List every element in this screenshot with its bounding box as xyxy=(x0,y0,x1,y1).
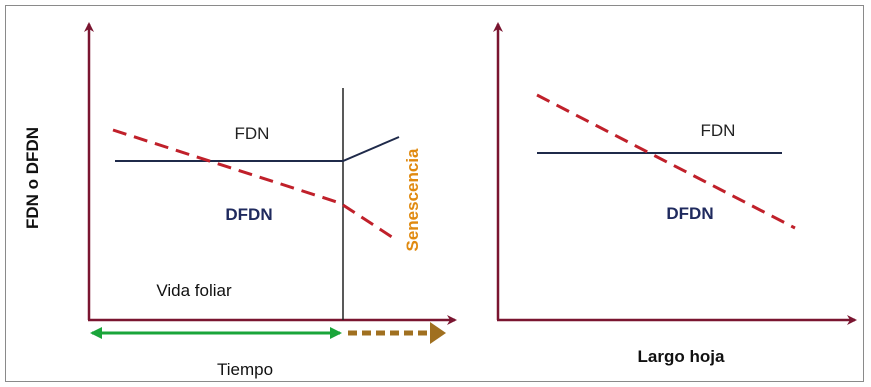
left-panel: FDN o DFDN FDN DFDN Vida foliar Senescen… xyxy=(23,22,457,379)
phase-label: Vida foliar xyxy=(156,281,232,300)
left-dfdn-label: DFDN xyxy=(225,205,272,224)
right-x-axis-label: Largo hoja xyxy=(638,347,725,366)
left-x-axis-label: Tiempo xyxy=(217,360,273,379)
senescence-label: Senescencia xyxy=(403,148,422,252)
left-dfdn-line xyxy=(112,128,399,243)
right-fdn-label: FDN xyxy=(701,121,736,140)
right-dfdn-label: DFDN xyxy=(666,204,713,223)
left-y-axis-label: FDN o DFDN xyxy=(23,127,42,229)
left-fdn-line xyxy=(115,136,400,162)
senescence-arrow-head xyxy=(430,322,446,344)
right-dfdn-line xyxy=(536,93,796,230)
right-panel: FDN DFDN Largo hoja xyxy=(493,22,857,366)
left-fdn-label: FDN xyxy=(235,124,270,143)
